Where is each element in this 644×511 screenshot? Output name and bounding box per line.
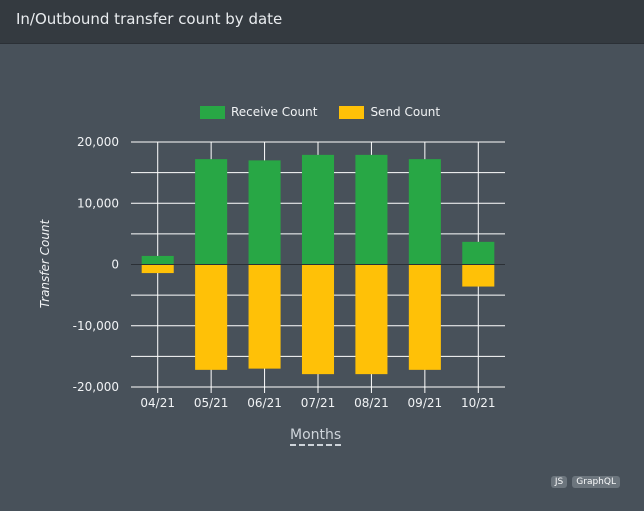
legend-item-receive[interactable]: Receive Count <box>200 105 317 119</box>
y-tick-label: 10,000 <box>77 196 119 210</box>
panel-title: In/Outbound transfer count by date <box>16 10 283 28</box>
bar-receive-09-21[interactable] <box>408 159 441 265</box>
chart-legend: Receive Count Send Count <box>200 105 440 119</box>
legend-item-send[interactable]: Send Count <box>339 105 440 119</box>
y-tick-label: 20,000 <box>77 135 119 149</box>
x-axis-ticks: 04/21 05/21 06/21 07/21 08/21 09/21 10/21 <box>140 396 495 410</box>
graphql-badge: GraphQL <box>572 476 620 488</box>
y-tick-label: 0 <box>111 258 119 272</box>
tech-badges: JS GraphQL <box>550 476 620 488</box>
x-tick-label: 10/21 <box>461 396 496 410</box>
chart-bars <box>141 154 495 375</box>
bar-send-08-21[interactable] <box>355 264 388 375</box>
legend-label-send: Send Count <box>370 105 441 119</box>
bar-receive-06-21[interactable] <box>248 160 281 265</box>
js-badge: JS <box>550 476 568 488</box>
x-tick-label: 08/21 <box>354 396 389 410</box>
legend-swatch-receive <box>200 105 225 119</box>
x-axis-title: Months <box>290 427 342 446</box>
bar-receive-10-21[interactable] <box>462 241 495 265</box>
bar-receive-05-21[interactable] <box>195 159 228 265</box>
y-axis-ticks: 20,000 10,000 0 -10,000 -20,000 <box>73 135 119 394</box>
bar-send-06-21[interactable] <box>248 264 281 369</box>
y-tick-label: -10,000 <box>73 319 119 333</box>
bar-send-10-21[interactable] <box>462 264 495 287</box>
panel-header: In/Outbound transfer count by date <box>0 0 644 44</box>
y-tick-label: -20,000 <box>73 380 119 394</box>
bar-receive-07-21[interactable] <box>301 154 335 265</box>
y-axis-title: Transfer Count <box>38 218 52 308</box>
bar-send-05-21[interactable] <box>195 264 228 370</box>
bar-send-04-21[interactable] <box>141 264 174 274</box>
x-tick-label: 05/21 <box>194 396 229 410</box>
bar-send-07-21[interactable] <box>301 264 335 375</box>
legend-swatch-send <box>339 105 365 119</box>
bar-receive-04-21[interactable] <box>141 255 174 265</box>
x-tick-label: 04/21 <box>140 396 175 410</box>
bar-send-09-21[interactable] <box>408 264 441 370</box>
bar-receive-08-21[interactable] <box>355 154 388 265</box>
x-tick-label: 06/21 <box>247 396 282 410</box>
x-tick-label: 07/21 <box>301 396 336 410</box>
x-tick-label: 09/21 <box>408 396 443 410</box>
legend-label-receive: Receive Count <box>231 105 318 119</box>
